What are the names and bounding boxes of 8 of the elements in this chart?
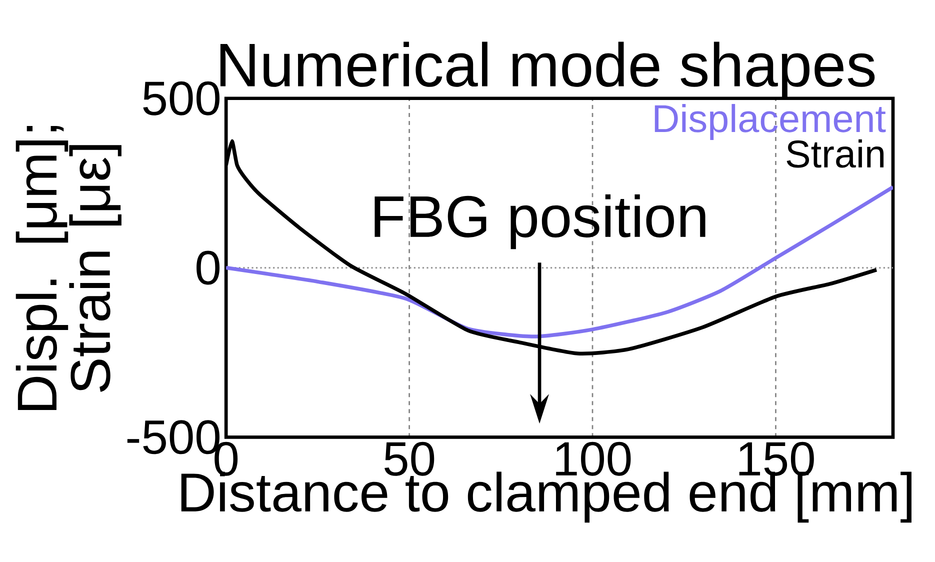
y-tick-label: 0 (196, 250, 220, 285)
line-series (226, 185, 893, 338)
y-axis-title: Displ. [μm]; Strain [με] (16, 126, 122, 410)
series-label: Displacement (654, 104, 886, 140)
chart-title: Numerical mode shapes (220, 42, 875, 99)
annotation: FBG position (374, 194, 706, 249)
y-tick-label: 500 (143, 81, 220, 116)
text: Strain (786, 139, 884, 168)
